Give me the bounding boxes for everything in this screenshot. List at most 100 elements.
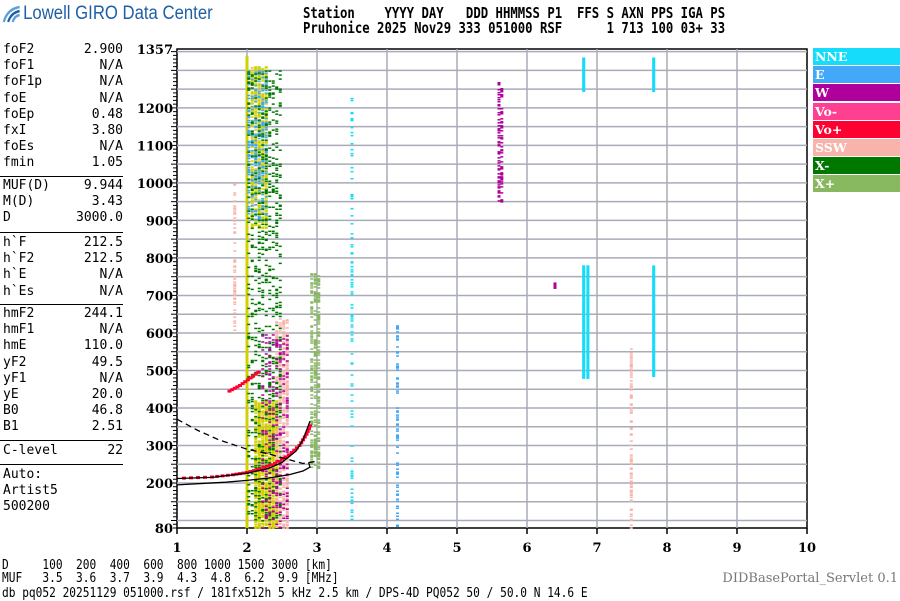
echo-point [245, 242, 249, 244]
echo-point [285, 503, 289, 505]
echo-point [245, 291, 249, 293]
param-value: 49.5 [91, 354, 123, 370]
o-trace-point [256, 370, 261, 374]
echo-point [582, 292, 586, 294]
echo-point [245, 133, 249, 136]
echo-point [245, 516, 249, 518]
echo-point [245, 72, 249, 75]
echo-point [586, 339, 590, 341]
echo-point [250, 143, 254, 146]
echo-point [310, 306, 314, 308]
echo-point [261, 123, 265, 126]
echo-point [497, 88, 501, 91]
echo-point [275, 288, 279, 291]
echo-point [268, 461, 272, 464]
echo-point [245, 166, 249, 169]
echo-point [245, 450, 249, 452]
echo-point [264, 516, 268, 518]
echo-point [264, 116, 268, 118]
echo-point [497, 190, 501, 192]
echo-point [278, 375, 282, 378]
echo-point [245, 104, 249, 107]
echo-point [257, 505, 261, 507]
echo-point [268, 246, 272, 249]
echo-point [282, 454, 286, 456]
echo-point [582, 71, 586, 73]
echo-point [261, 364, 265, 367]
echo-point [285, 384, 289, 386]
o-trace-point [273, 461, 277, 465]
echo-point [275, 321, 279, 323]
echo-point [282, 322, 286, 324]
echo-point [261, 217, 265, 219]
echo-point [652, 274, 656, 276]
echo-point [275, 232, 279, 235]
echo-point [396, 386, 399, 388]
echo-point [257, 402, 261, 404]
echo-point [245, 321, 249, 323]
echo-point [245, 96, 249, 99]
echo-point [271, 360, 275, 363]
echo-point [278, 450, 282, 453]
echo-point [257, 473, 261, 475]
echo-point [396, 430, 399, 432]
echo-point [254, 412, 258, 414]
echo-point [261, 126, 265, 128]
echo-point [275, 342, 279, 344]
echo-point [261, 127, 265, 129]
echo-point [254, 173, 258, 175]
echo-point [245, 352, 249, 354]
echo-point [582, 269, 586, 271]
echo-point [268, 165, 272, 167]
echo-point [245, 220, 249, 222]
echo-point [245, 363, 249, 365]
echo-point [285, 507, 289, 509]
echo-point [275, 362, 279, 365]
echo-point [652, 83, 656, 86]
echo-point [261, 141, 265, 143]
echo-point [310, 310, 314, 312]
echo-point [257, 345, 261, 348]
echo-point [285, 494, 289, 496]
echo-point [497, 176, 501, 178]
echo-point [254, 156, 258, 159]
echo-point [254, 303, 258, 306]
echo-point [652, 265, 656, 267]
echo-point [500, 173, 504, 175]
echo-point [313, 343, 317, 345]
echo-point [396, 476, 399, 478]
echo-point [282, 388, 286, 390]
echo-point [261, 496, 265, 499]
echo-point [271, 484, 275, 486]
echo-point [586, 350, 590, 352]
echo-point [245, 137, 249, 140]
echo-point [245, 230, 249, 232]
echo-point [245, 455, 249, 457]
echo-point [261, 523, 265, 525]
echo-point [313, 440, 317, 442]
echo-point [261, 166, 265, 169]
echo-point [264, 499, 268, 501]
echo-point [271, 492, 275, 494]
echo-point [271, 488, 275, 490]
echo-point [313, 452, 317, 454]
echo-point [275, 489, 279, 491]
echo-point [317, 383, 321, 385]
echo-point [271, 499, 275, 501]
echo-point [233, 261, 237, 263]
echo-point [285, 399, 289, 401]
echo-point [257, 115, 261, 117]
echo-point [268, 206, 272, 209]
echo-point [271, 515, 275, 517]
echo-point [268, 518, 272, 521]
echo-point [275, 490, 279, 492]
echo-point [497, 128, 501, 130]
echo-point [254, 138, 258, 140]
echo-point [271, 516, 275, 519]
echo-point [275, 302, 279, 305]
echo-point [245, 125, 249, 128]
echo-point [254, 402, 258, 404]
echo-point [282, 412, 286, 414]
echo-point [268, 431, 272, 433]
echo-point [245, 351, 249, 353]
